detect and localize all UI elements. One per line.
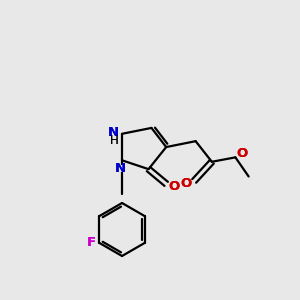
Text: O: O [236,147,248,160]
Bar [116,165,125,172]
Text: H: H [110,134,118,147]
Bar [110,128,118,136]
Text: H: H [110,134,118,147]
Text: N: N [115,162,126,175]
Bar [87,239,94,247]
Text: F: F [86,236,95,249]
Text: O: O [180,177,191,190]
Text: O: O [169,180,180,193]
Bar [182,179,190,187]
Text: N: N [115,162,126,175]
Text: F: F [86,236,95,249]
Text: N: N [108,126,119,139]
Text: O: O [180,177,191,190]
Text: O: O [169,180,180,193]
Text: N: N [108,126,119,139]
Text: O: O [236,147,248,160]
Bar [238,150,246,158]
Bar [170,182,178,190]
Bar [111,137,117,143]
